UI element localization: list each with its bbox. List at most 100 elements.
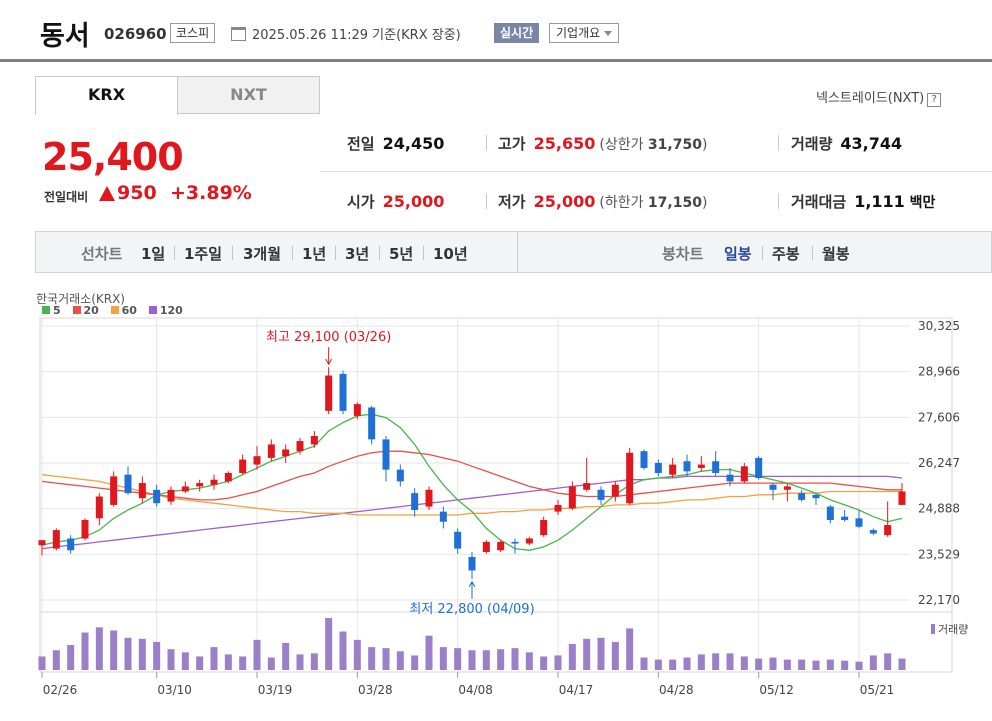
period-1w[interactable]: 1주일	[184, 245, 223, 263]
candle	[124, 466, 132, 495]
volume-bar	[167, 649, 175, 670]
ma-line-5	[41, 413, 903, 551]
nextrade-link[interactable]: 넥스트레이드(NXT)?	[816, 87, 942, 107]
period-10y[interactable]: 10년	[433, 245, 468, 263]
candle-body	[196, 483, 204, 487]
realtime-button[interactable]: 실시간	[494, 23, 540, 43]
candle-body	[224, 472, 232, 482]
x-tick-label: 04/17	[559, 683, 594, 697]
candle	[368, 405, 376, 445]
trade-amount: 거래대금 1,111 백만	[791, 192, 936, 211]
period-3y[interactable]: 3년	[345, 245, 370, 263]
legend-swatch-ma5	[42, 306, 50, 314]
volume-bar	[110, 630, 118, 670]
volume-bar	[396, 651, 404, 670]
volume-bar	[712, 653, 720, 670]
candle-body	[669, 464, 677, 475]
volume-bar	[640, 657, 648, 670]
candle-body	[855, 518, 863, 527]
candle	[497, 540, 505, 552]
volume: 거래량 43,744	[791, 134, 903, 153]
candle-body	[167, 489, 175, 502]
volume-bar	[740, 656, 748, 670]
volume-bar	[798, 659, 806, 670]
stock-header: 동서 026960 코스피 2025.05.26 11:29 기준(KRX 장중…	[0, 0, 992, 62]
candle-body	[697, 464, 705, 468]
candle	[38, 540, 46, 556]
volume-bar	[310, 653, 318, 670]
legend-ma20: 20	[72, 304, 99, 317]
low-annotation: 최저 22,800 (04/09)	[409, 602, 534, 617]
candle-body	[597, 489, 605, 500]
volume-bar	[67, 645, 75, 670]
volume-bar	[525, 652, 533, 670]
candle	[654, 459, 662, 477]
candle	[697, 456, 705, 472]
candle	[755, 456, 763, 480]
candle-body	[124, 474, 132, 494]
candle	[468, 551, 476, 579]
candle-body	[654, 462, 662, 473]
stock-name: 동서	[40, 21, 90, 52]
candle-body	[181, 486, 189, 492]
period-1y[interactable]: 1년	[302, 245, 327, 263]
period-1d[interactable]: 1일	[141, 245, 166, 263]
volume-bar	[124, 637, 132, 670]
candle-body	[67, 538, 75, 551]
candle	[826, 504, 834, 524]
candle-body	[310, 436, 318, 445]
y-tick-label: 26,247	[918, 456, 960, 470]
candle-body	[740, 466, 748, 482]
quote-time: 2025.05.26 11:29 기준(KRX 장중)	[252, 28, 461, 43]
candle	[411, 488, 419, 517]
volume-bar	[339, 631, 347, 670]
day-high: 고가 25,650 (상한가 31,750)	[498, 134, 708, 153]
tab-krx[interactable]: KRX	[35, 76, 178, 115]
candle-daily[interactable]: 일봉	[724, 245, 752, 263]
volume-legend-label: 거래량	[938, 623, 968, 636]
company-overview-label: 기업개요	[556, 26, 601, 40]
legend-ma5: 5	[42, 304, 61, 317]
volume-bar	[368, 647, 376, 670]
volume-bar	[611, 641, 619, 670]
volume-bar	[153, 641, 161, 670]
volume-bar	[296, 654, 304, 670]
candle-body	[425, 489, 433, 507]
volume-bar	[511, 648, 519, 670]
volume-bar	[884, 653, 892, 670]
candle-body	[95, 496, 103, 519]
volume-bar	[683, 657, 691, 670]
volume-bar	[755, 658, 763, 670]
candle	[310, 430, 318, 448]
candle-monthly[interactable]: 월봉	[822, 245, 850, 263]
help-icon[interactable]: ?	[927, 93, 942, 107]
candle-weekly[interactable]: 주봉	[772, 245, 800, 263]
company-overview-dropdown[interactable]: 기업개요	[549, 23, 620, 43]
volume-bar	[826, 659, 834, 670]
period-3m[interactable]: 3개월	[243, 245, 282, 263]
candle	[439, 506, 447, 529]
x-tick-label: 04/08	[458, 683, 493, 697]
period-5y[interactable]: 5년	[389, 245, 414, 263]
open-price: 시가 25,000	[347, 192, 445, 211]
candle-body	[282, 449, 290, 457]
y-tick-label: 28,966	[918, 365, 960, 379]
candle-body	[755, 457, 763, 479]
volume-bar	[325, 618, 333, 670]
candle	[325, 367, 333, 415]
candle	[181, 481, 189, 494]
volume-bar	[583, 638, 591, 670]
volume-bar	[282, 642, 290, 670]
volume-bar	[353, 639, 361, 670]
candle	[511, 538, 519, 554]
candle	[353, 402, 361, 420]
candle-body	[52, 530, 60, 549]
candle-body	[640, 451, 648, 468]
volume-panel-frame	[39, 611, 953, 673]
legend-swatch-ma60	[110, 306, 119, 314]
candle	[210, 474, 218, 490]
candle	[583, 457, 591, 492]
candle	[798, 489, 806, 502]
candle-body	[482, 541, 490, 552]
